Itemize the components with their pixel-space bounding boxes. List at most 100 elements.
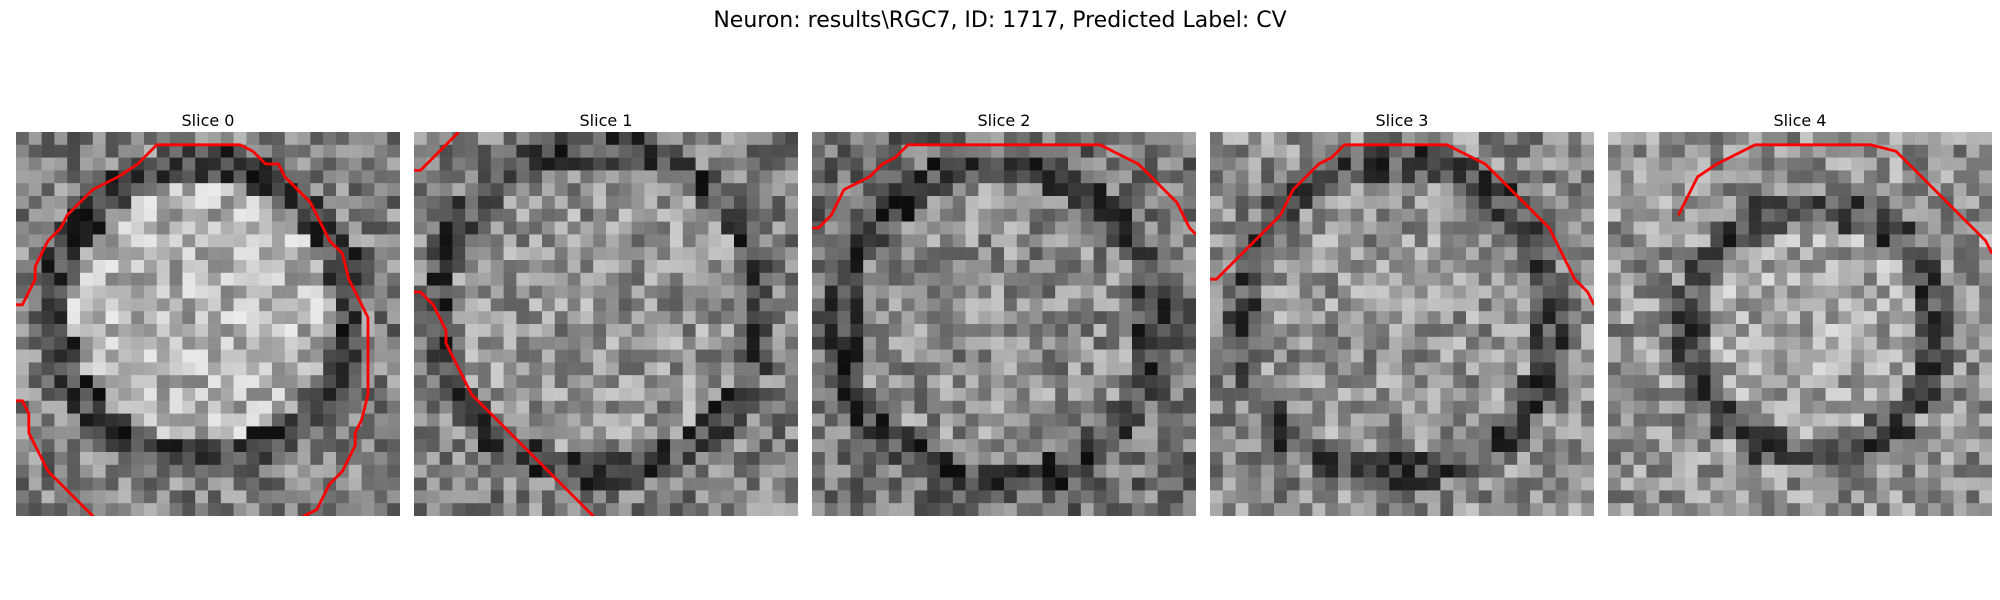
pixel bbox=[105, 208, 119, 222]
pixel bbox=[991, 439, 1005, 453]
pixel bbox=[682, 349, 696, 363]
pixel bbox=[1299, 464, 1313, 478]
pixel bbox=[1953, 311, 1967, 325]
pixel bbox=[1838, 272, 1852, 286]
pixel bbox=[1812, 208, 1826, 222]
pixel bbox=[1312, 490, 1326, 504]
pixel bbox=[41, 208, 55, 222]
pixel bbox=[1748, 503, 1762, 516]
pixel bbox=[1748, 452, 1762, 466]
pixel bbox=[1210, 144, 1224, 158]
pixel bbox=[131, 170, 145, 184]
pixel bbox=[1055, 375, 1069, 389]
pixel bbox=[195, 452, 209, 466]
pixel bbox=[1876, 247, 1890, 261]
pixel bbox=[1235, 311, 1249, 325]
pixel bbox=[67, 183, 81, 197]
pixel bbox=[1620, 426, 1634, 440]
pixel bbox=[1325, 464, 1339, 478]
pixel bbox=[1093, 464, 1107, 478]
pixel bbox=[580, 375, 594, 389]
pixel bbox=[1055, 336, 1069, 350]
pixel bbox=[863, 503, 877, 516]
pixel bbox=[1157, 388, 1171, 402]
pixel bbox=[516, 260, 530, 274]
pixel bbox=[1414, 221, 1428, 235]
pixel bbox=[503, 208, 517, 222]
pixel bbox=[414, 362, 428, 376]
pixel bbox=[310, 426, 324, 440]
pixel bbox=[1004, 298, 1018, 312]
pixel bbox=[618, 477, 632, 491]
pixel bbox=[182, 285, 196, 299]
pixel bbox=[478, 272, 492, 286]
pixel bbox=[105, 183, 119, 197]
pixel bbox=[1029, 208, 1043, 222]
pixel bbox=[759, 400, 773, 414]
pixel bbox=[1876, 234, 1890, 248]
pixel bbox=[1851, 400, 1865, 414]
pixel bbox=[1325, 477, 1339, 491]
pixel bbox=[41, 157, 55, 171]
pixel bbox=[426, 503, 440, 516]
pixel bbox=[1055, 208, 1069, 222]
pixel bbox=[1979, 400, 1992, 414]
pixel bbox=[1286, 503, 1300, 516]
pixel bbox=[118, 413, 132, 427]
pixel bbox=[1478, 464, 1492, 478]
pixel bbox=[169, 503, 183, 516]
pixel bbox=[914, 400, 928, 414]
pixel bbox=[1581, 503, 1594, 516]
pixel bbox=[1517, 272, 1531, 286]
pixel bbox=[92, 285, 106, 299]
pixel bbox=[1748, 439, 1762, 453]
pixel bbox=[824, 336, 838, 350]
pixel bbox=[1222, 144, 1236, 158]
pixel bbox=[1928, 426, 1942, 440]
pixel bbox=[1774, 413, 1788, 427]
pixel bbox=[772, 132, 786, 146]
pixel bbox=[1144, 388, 1158, 402]
pixel bbox=[695, 183, 709, 197]
pixel bbox=[1966, 183, 1980, 197]
pixel bbox=[272, 388, 286, 402]
pixel bbox=[1504, 503, 1518, 516]
pixel bbox=[1274, 503, 1288, 516]
pixel bbox=[812, 336, 826, 350]
pixel bbox=[478, 247, 492, 261]
pixel bbox=[952, 260, 966, 274]
pixel bbox=[991, 400, 1005, 414]
pixel bbox=[387, 298, 400, 312]
pixel bbox=[1633, 311, 1647, 325]
pixel bbox=[812, 285, 826, 299]
pixel bbox=[1222, 336, 1236, 350]
pixel bbox=[1646, 490, 1660, 504]
pixel bbox=[1633, 208, 1647, 222]
pixel bbox=[580, 208, 594, 222]
pixel bbox=[1517, 349, 1531, 363]
pixel bbox=[1210, 132, 1224, 146]
pixel bbox=[1761, 208, 1775, 222]
pixel bbox=[1889, 183, 1903, 197]
pixel bbox=[631, 413, 645, 427]
pixel bbox=[1659, 349, 1673, 363]
pixel bbox=[1555, 439, 1569, 453]
pixel bbox=[721, 426, 735, 440]
pixel bbox=[1440, 170, 1454, 184]
pixel bbox=[80, 298, 94, 312]
pixel bbox=[1620, 362, 1634, 376]
pixel bbox=[1966, 157, 1980, 171]
slice-image bbox=[1608, 132, 1992, 516]
pixel bbox=[965, 298, 979, 312]
pixel bbox=[991, 157, 1005, 171]
pixel bbox=[156, 413, 170, 427]
pixel bbox=[1864, 362, 1878, 376]
pixel bbox=[439, 426, 453, 440]
pixel bbox=[1748, 272, 1762, 286]
pixel bbox=[772, 477, 786, 491]
pixel bbox=[452, 311, 466, 325]
pixel bbox=[1363, 208, 1377, 222]
pixel bbox=[644, 464, 658, 478]
pixel bbox=[1466, 183, 1480, 197]
pixel bbox=[529, 132, 543, 146]
